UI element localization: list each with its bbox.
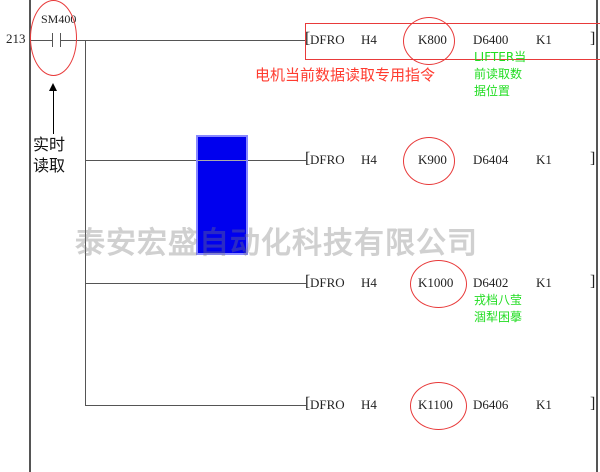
cursor-block[interactable]: [196, 135, 248, 255]
operand-op1: H4: [361, 275, 377, 290]
instruction-annotation: 电机当前数据读取专用指令: [255, 66, 436, 84]
contact-highlight-ellipse: [30, 0, 77, 76]
operand-op4: K1: [536, 152, 552, 167]
operand-op4: K1: [536, 32, 552, 47]
branch-wire-3: [85, 283, 306, 284]
comment-line: 戎档八莹: [474, 293, 523, 307]
bracket-open: [: [305, 30, 311, 47]
operand-instr: DFRO: [310, 275, 345, 290]
device-comment: LIFTER当 前读取数据位置: [474, 49, 526, 100]
bracket-open: [: [305, 395, 311, 412]
branch-wire-2: [85, 160, 306, 161]
operand-op3: D6402: [473, 275, 509, 290]
device-comment: 戎档八莹 涸犁困摹: [474, 292, 522, 326]
operand-op1: H4: [361, 397, 377, 412]
annotation-line: 读取: [33, 156, 66, 175]
main-wire: [61, 40, 306, 41]
bracket-close: ]: [590, 395, 596, 412]
operand-instr: DFRO: [310, 152, 345, 167]
bracket-close: ]: [590, 150, 596, 167]
bracket-close: ]: [590, 30, 596, 47]
watermark: 泰安宏盛自动化科技有限公司: [75, 226, 478, 261]
operand-op3: D6400: [473, 32, 509, 47]
operand-highlight-ellipse: [403, 17, 455, 65]
cursor-block-wire: [198, 160, 246, 161]
operand-instr: DFRO: [310, 32, 345, 47]
operand-op3: D6404: [473, 152, 509, 167]
operand-instr: DFRO: [310, 397, 345, 412]
rung-number: 213: [6, 31, 26, 46]
comment-line: 前读取数: [474, 67, 523, 81]
operand-op3: D6406: [473, 397, 509, 412]
bracket-close: ]: [590, 273, 596, 290]
bracket-open: [: [305, 273, 311, 290]
right-power-rail: [596, 0, 598, 472]
operand-op1: H4: [361, 32, 377, 47]
left-power-rail: [29, 0, 31, 472]
branch-wire-4: [85, 405, 306, 406]
comment-line: 涸犁困摹: [474, 310, 523, 324]
operand-op1: H4: [361, 152, 377, 167]
operand-op4: K1: [536, 397, 552, 412]
arrow-up-icon: [49, 83, 57, 91]
operand-highlight-ellipse: [410, 260, 467, 308]
arrow-shaft: [53, 90, 54, 134]
branch-vertical: [85, 40, 86, 406]
realtime-annotation: 实时 读取: [33, 134, 65, 176]
bracket-open: [: [305, 150, 311, 167]
comment-line: LIFTER当: [474, 50, 527, 64]
comment-line: 据位置: [474, 84, 511, 98]
instruction-highlight-box: [305, 23, 600, 60]
operand-op4: K1: [536, 275, 552, 290]
annotation-line: 实时: [33, 135, 66, 154]
operand-highlight-ellipse: [403, 137, 455, 185]
operand-highlight-ellipse: [410, 382, 467, 430]
